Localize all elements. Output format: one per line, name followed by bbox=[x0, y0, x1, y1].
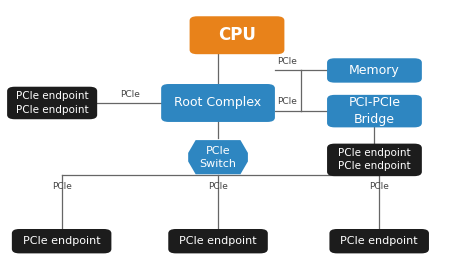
Text: Root Complex: Root Complex bbox=[174, 96, 262, 109]
Text: PCIe: PCIe bbox=[369, 182, 389, 191]
Text: PCIe: PCIe bbox=[208, 182, 228, 191]
Text: PCIe endpoint: PCIe endpoint bbox=[179, 236, 257, 246]
Text: PCIe endpoint
PCIe endpoint: PCIe endpoint PCIe endpoint bbox=[16, 91, 89, 115]
Text: Memory: Memory bbox=[349, 64, 400, 77]
Text: PCIe: PCIe bbox=[120, 90, 140, 99]
FancyBboxPatch shape bbox=[168, 229, 268, 253]
Polygon shape bbox=[188, 140, 248, 174]
FancyBboxPatch shape bbox=[190, 16, 284, 54]
Text: PCIe: PCIe bbox=[277, 57, 297, 66]
Text: PCIe: PCIe bbox=[52, 182, 72, 191]
FancyBboxPatch shape bbox=[161, 84, 275, 122]
Text: CPU: CPU bbox=[218, 26, 256, 44]
Text: PCI-PCIe
Bridge: PCI-PCIe Bridge bbox=[348, 96, 401, 126]
Text: PCIe endpoint: PCIe endpoint bbox=[340, 236, 418, 246]
Text: PCIe endpoint
PCIe endpoint: PCIe endpoint PCIe endpoint bbox=[338, 148, 411, 172]
Text: PCIe endpoint: PCIe endpoint bbox=[23, 236, 100, 246]
FancyBboxPatch shape bbox=[329, 229, 429, 253]
FancyBboxPatch shape bbox=[327, 58, 422, 83]
Text: PCIe
Switch: PCIe Switch bbox=[200, 146, 237, 169]
FancyBboxPatch shape bbox=[7, 87, 97, 119]
Text: PCIe: PCIe bbox=[277, 97, 297, 106]
FancyBboxPatch shape bbox=[12, 229, 111, 253]
FancyBboxPatch shape bbox=[327, 95, 422, 127]
FancyBboxPatch shape bbox=[327, 144, 422, 176]
